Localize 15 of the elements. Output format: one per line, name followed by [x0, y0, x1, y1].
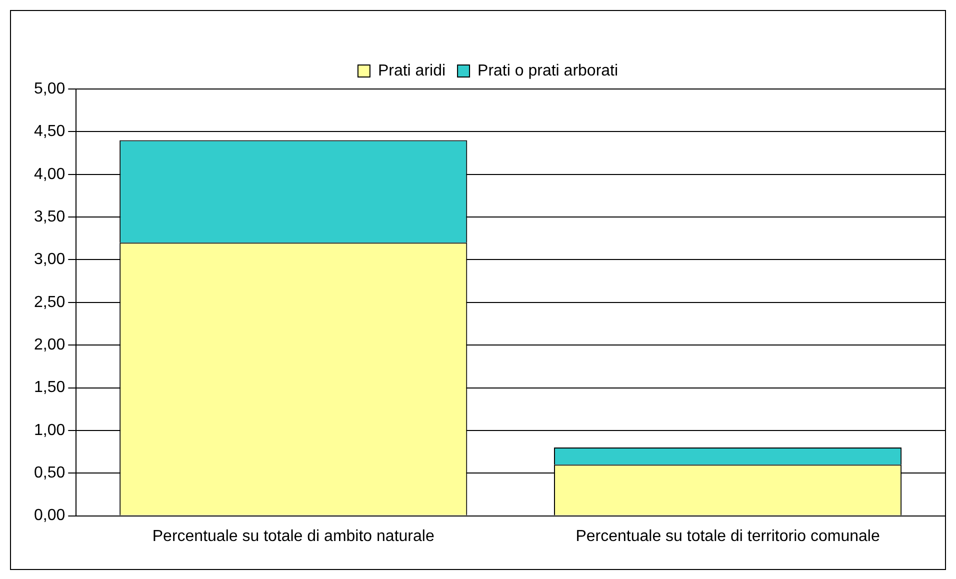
y-tick-label: 3,00: [34, 251, 66, 268]
y-tick-label: 5,00: [34, 80, 66, 98]
y-tick-label: 3,50: [34, 208, 66, 226]
y-tick-label: 0,00: [34, 507, 66, 524]
legend-label: Prati aridi: [378, 62, 446, 80]
y-tick-label: 4,00: [34, 166, 66, 183]
y-tick-label: 2,00: [34, 336, 66, 354]
y-tick-label: 0,50: [34, 464, 66, 482]
x-tick-label: Percentuale su totale di territorio comunale: [576, 528, 880, 545]
y-tick-label: 1,50: [34, 379, 66, 396]
y-tick-label: 2,50: [34, 294, 66, 311]
y-tick-label: 4,50: [34, 123, 66, 140]
x-tick-label: Percentuale su totale di ambito naturale: [152, 528, 434, 545]
legend-label: Prati o prati arborati: [478, 62, 618, 80]
y-tick-label: 1,00: [34, 422, 66, 439]
